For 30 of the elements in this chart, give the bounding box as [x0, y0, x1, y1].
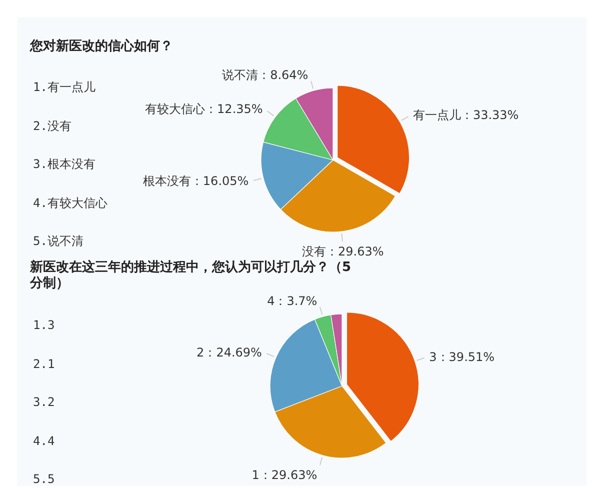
text: 5.5: [33, 472, 55, 486]
data-label: ：29.63%: [326, 244, 384, 258]
data-label: ：12.35%: [205, 102, 263, 116]
data-label: ：39.51%: [436, 350, 495, 364]
chart-title: 新医改在这三年的推进过程中，您认为可以打几分？（5分制）: [30, 260, 352, 292]
slice-label: 1: [252, 468, 260, 482]
text: 3.根本没有: [33, 156, 96, 173]
slice-label: 根本没有: [142, 174, 191, 188]
slice-label: 2: [196, 345, 204, 360]
text: 1.有一点儿: [33, 79, 96, 96]
slice-label: 4: [267, 294, 275, 308]
text: 2.1: [33, 356, 55, 370]
slice-label: 有一点儿: [412, 108, 461, 122]
data-label: ：24.69%: [204, 345, 262, 360]
text: 5.说不清: [33, 233, 84, 250]
data-label: ：16.05%: [190, 174, 249, 188]
text: 3.2: [33, 395, 55, 409]
text: 1.3: [33, 318, 55, 332]
data-label: ：3.7%: [274, 294, 318, 308]
slice-label: 有较大信心: [145, 102, 206, 116]
data-label: ：29.63%: [259, 468, 318, 482]
slice-label: 3: [429, 350, 437, 364]
data-label: ：8.64%: [258, 68, 308, 82]
slice-label: 没有: [302, 244, 326, 258]
data-label: ：33.33%: [460, 108, 519, 122]
text: 4.4: [33, 434, 55, 448]
chart-title: 您对新医改的信心如何？: [30, 39, 174, 55]
slice-label: 说不清: [222, 68, 258, 82]
text: 2.没有: [33, 118, 72, 134]
text: 4.有较大信心: [33, 194, 108, 212]
